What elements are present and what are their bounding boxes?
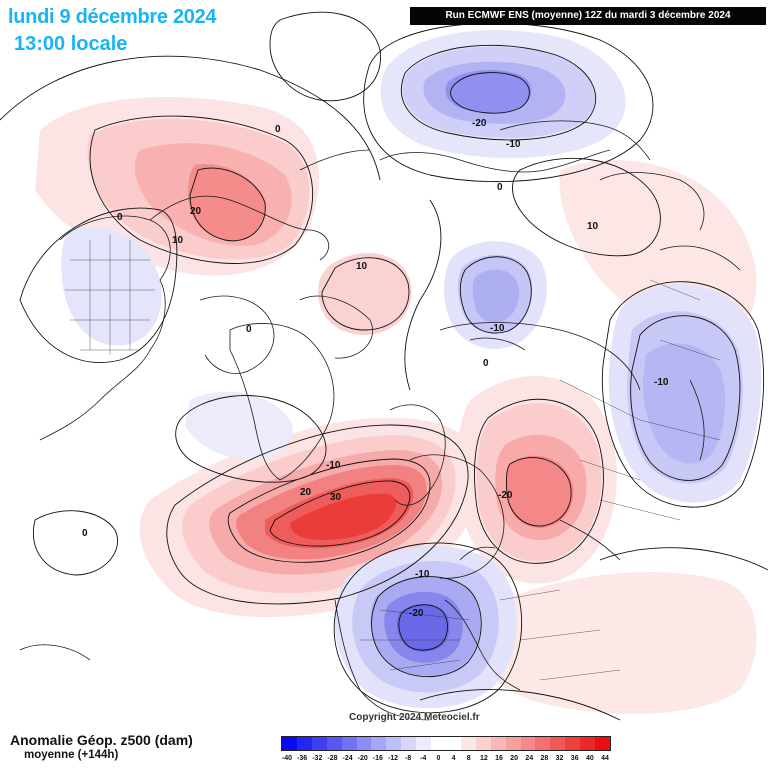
legend-swatch: [565, 737, 581, 750]
contour-label: 0: [82, 528, 88, 539]
forecast-time: 13:00 locale: [14, 33, 128, 55]
legend-swatch: [296, 737, 312, 750]
legend-tick-label: 12: [479, 755, 488, 762]
legend-tick-label: 24: [525, 755, 534, 762]
legend-tick-label: -40: [281, 755, 293, 762]
positive-anomaly-south-asia: [472, 571, 757, 714]
legend-tick-label: -28: [327, 755, 338, 762]
legend-tick-label: 0: [436, 755, 441, 762]
legend-swatch: [386, 737, 402, 750]
negative-anomaly-north-america: [61, 227, 162, 346]
contour-label: -20: [472, 118, 487, 129]
legend-swatch: [490, 737, 506, 750]
legend-tick-label: -8: [405, 755, 412, 762]
legend-tick-label: 16: [495, 755, 503, 762]
forecast-date: lundi 9 décembre 2024: [8, 6, 217, 28]
legend-swatch: [356, 737, 372, 750]
legend-swatch: [401, 737, 417, 750]
legend-tick-label: -32: [312, 755, 323, 762]
contour-label: 20: [190, 206, 202, 217]
contour-label: 10: [356, 261, 368, 272]
legend-tick-label: 32: [555, 755, 564, 762]
legend-swatch: [431, 737, 446, 750]
country-borders: [65, 235, 721, 681]
color-legend: [281, 736, 611, 751]
contour-label: -10: [506, 139, 521, 150]
contour-lines: [0, 11, 768, 721]
contour-label: -10: [326, 460, 341, 471]
legend-tick-label: 40: [585, 755, 594, 762]
map-title: Anomalie Géop. z500 (dam): [10, 732, 193, 748]
negative-anomaly-pacific: [380, 30, 626, 159]
legend-swatch: [580, 737, 596, 750]
map-subtitle: moyenne (+144h): [24, 749, 119, 761]
negative-anomaly-europe: [334, 546, 517, 709]
legend-swatch: [311, 737, 327, 750]
positive-anomaly-arctic: [318, 253, 412, 335]
legend-tick-label: -4: [420, 755, 427, 762]
contour-label: -10: [415, 569, 430, 580]
legend-tick-label: 44: [601, 755, 609, 762]
legend-swatch: [416, 737, 432, 750]
legend-tick-label: -20: [357, 755, 368, 762]
contour-label: 30: [330, 492, 342, 503]
legend-swatch: [282, 737, 297, 750]
legend-tick-label: 4: [451, 755, 456, 762]
legend-swatch: [371, 737, 387, 750]
contour-label: -20: [409, 608, 424, 619]
legend-swatch: [535, 737, 551, 750]
legend-tick-label: 20: [510, 755, 519, 762]
anomaly-shading: [35, 30, 762, 714]
legend-swatch: [550, 737, 566, 750]
contour-label: 20: [300, 487, 312, 498]
legend-tick-label: -12: [387, 755, 399, 762]
run-info-bar: Run ECMWF ENS (moyenne) 12Z du mardi 3 d…: [410, 7, 766, 25]
contour-label: -20: [498, 490, 513, 501]
legend-swatch: [445, 737, 461, 750]
legend-swatch: [326, 737, 342, 750]
negative-anomaly-kara: [444, 241, 547, 349]
legend-swatch: [520, 737, 536, 750]
legend-ticks: -40 -36 -32 -28 -24 -20 -16 -12 -8 -4 0 4 8 12 16 20 24 2…: [281, 755, 611, 765]
legend-tick-label: 8: [466, 755, 471, 762]
legend-tick-label: 36: [570, 755, 579, 762]
contour-label: 10: [587, 221, 599, 232]
contour-label: 0: [483, 358, 489, 369]
negative-anomaly-central-asia: [608, 283, 762, 503]
legend-tick-label: -36: [297, 755, 308, 762]
contour-label: -10: [490, 323, 505, 334]
legend-swatch: [595, 737, 610, 750]
legend-tick-label: 28: [540, 755, 549, 762]
contour-label: 0: [117, 212, 123, 223]
contour-labels: 0 0 10 20 10 -20 -10 0 10 -10 0 0 -10 -1…: [82, 118, 669, 619]
legend-tick-label: -24: [342, 755, 353, 762]
legend-swatch: [475, 737, 491, 750]
copyright: Copyright 2024 Meteociel.fr: [349, 712, 480, 723]
coastlines: [19, 120, 741, 721]
contour-label: 0: [246, 324, 252, 335]
legend-tick-label: -16: [372, 755, 383, 762]
legend-swatch: [341, 737, 357, 750]
contour-label: -10: [654, 377, 669, 388]
legend-swatch: [460, 737, 476, 750]
positive-anomaly-russia: [457, 376, 617, 584]
legend-swatch: [505, 737, 521, 750]
contour-label: 0: [275, 124, 281, 135]
negative-anomaly-hudson: [185, 391, 293, 460]
contour-label: 10: [172, 235, 184, 246]
contour-label: 0: [497, 182, 503, 193]
